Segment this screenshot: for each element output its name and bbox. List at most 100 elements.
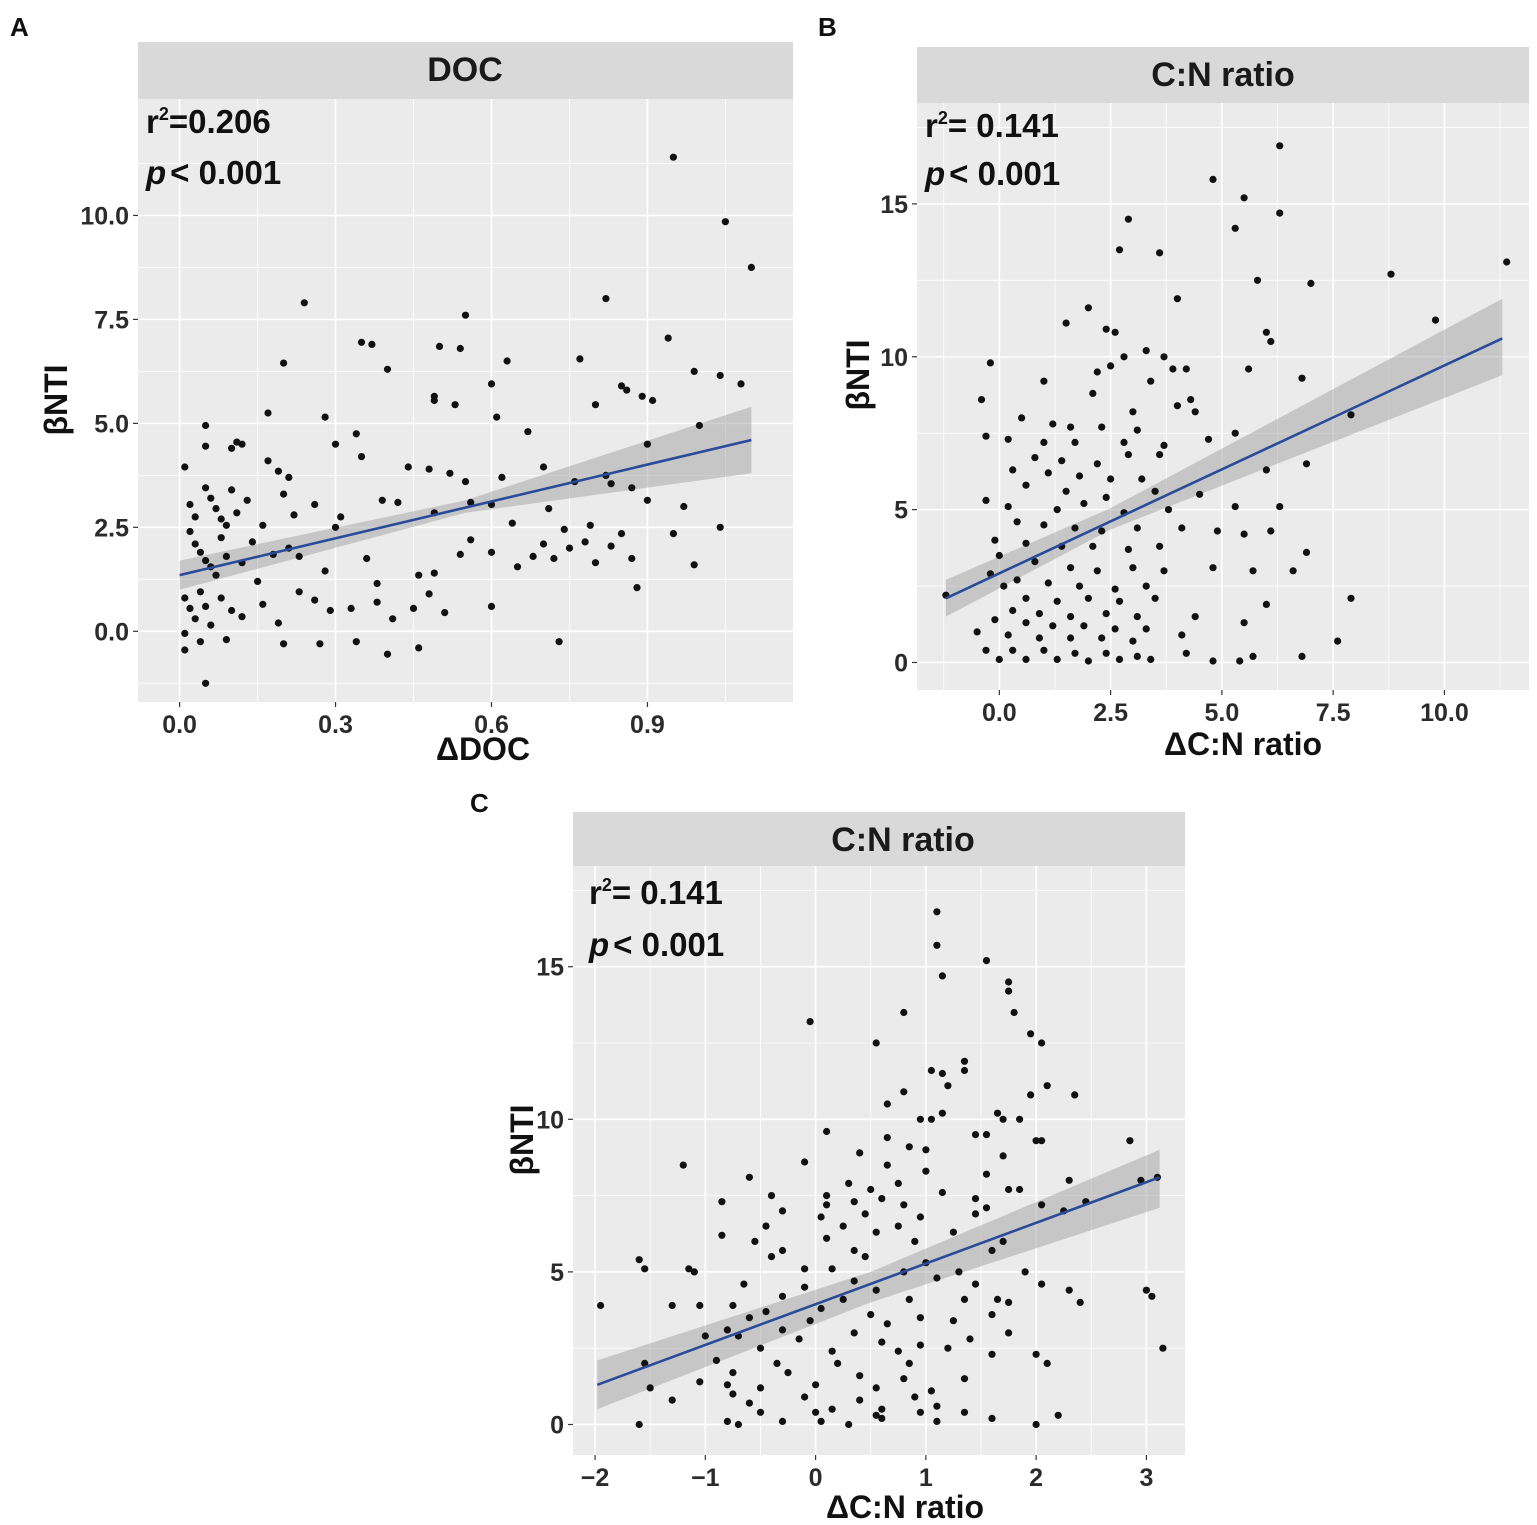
data-point-c: [999, 1115, 1007, 1123]
x-tick-label-b: 2.5: [1093, 699, 1128, 727]
data-point-a: [435, 342, 444, 350]
data-point-c: [872, 1228, 880, 1236]
y-axis-title-c: βNTI: [504, 1104, 540, 1175]
r2-stat-b: r2= 0.141: [925, 107, 1059, 144]
data-point-c: [778, 1207, 787, 1215]
data-point-c: [756, 1384, 765, 1392]
data-point-a: [217, 534, 225, 542]
data-point-c: [801, 1158, 809, 1166]
panel-label-b: B: [818, 12, 837, 42]
data-point-b: [1133, 613, 1141, 621]
data-point-b: [1062, 487, 1070, 495]
data-point-c: [949, 1228, 958, 1236]
data-point-a: [222, 552, 230, 561]
data-point-c: [1027, 1091, 1035, 1099]
data-point-a: [545, 505, 553, 513]
data-point-a: [316, 640, 324, 648]
data-point-a: [347, 604, 355, 613]
data-point-a: [186, 604, 194, 613]
data-point-a: [233, 438, 241, 446]
data-point-a: [191, 513, 199, 521]
data-point-c: [949, 1317, 958, 1325]
data-point-a: [737, 380, 745, 388]
data-point-c: [916, 1314, 925, 1322]
data-point-a: [337, 513, 345, 521]
data-point-c: [685, 1265, 693, 1273]
y-ticks-c: 0 5 10 15: [536, 954, 573, 1439]
data-point-b: [1080, 499, 1088, 508]
data-point-a: [446, 469, 454, 477]
data-point-c: [1065, 1176, 1073, 1184]
data-point-c: [933, 1274, 941, 1282]
data-point-b: [1133, 426, 1141, 434]
points-c: [597, 908, 1167, 1429]
data-point-c: [817, 1213, 825, 1221]
data-point-b: [1031, 454, 1039, 462]
data-point-c: [938, 972, 947, 980]
data-point-c: [1021, 1268, 1029, 1276]
data-point-a: [352, 430, 360, 438]
panel-label-c: C: [470, 788, 489, 818]
data-point-a: [404, 463, 412, 471]
data-point-b: [1067, 564, 1075, 572]
data-point-c: [1016, 1115, 1024, 1123]
data-point-c: [916, 1408, 925, 1416]
data-point-a: [207, 494, 215, 502]
data-point-b: [1098, 527, 1106, 535]
data-point-b: [1067, 634, 1075, 642]
x-ticks-c: −2 −1 0 1 2 3: [581, 1455, 1153, 1492]
data-point-a: [373, 579, 381, 588]
data-point-b: [1173, 402, 1181, 410]
data-point-a: [389, 615, 397, 623]
data-point-b: [1156, 542, 1164, 550]
data-point-b: [1022, 539, 1030, 547]
data-point-b: [1022, 655, 1030, 664]
x-tick-label-a: 0.3: [318, 711, 353, 739]
data-point-a: [326, 606, 334, 615]
data-point-c: [872, 1384, 880, 1392]
strip-b: [917, 47, 1529, 103]
data-point-c: [801, 1265, 809, 1273]
grid-b: [917, 103, 1529, 690]
data-point-c: [641, 1265, 649, 1273]
r2-stat-c: r2= 0.141: [589, 874, 723, 911]
data-point-b: [1187, 396, 1195, 404]
data-point-b: [1053, 506, 1061, 514]
data-point-b: [1164, 506, 1173, 514]
data-point-c: [905, 1359, 913, 1367]
data-point-b: [1075, 582, 1084, 590]
data-point-b: [1204, 435, 1213, 443]
data-point-a: [280, 490, 288, 498]
data-point-b: [1253, 276, 1262, 284]
data-point-c: [938, 1109, 947, 1117]
data-point-a: [357, 338, 366, 346]
data-point-c: [883, 1320, 891, 1328]
y-tick-label-b: 5: [894, 497, 908, 525]
strip-c: [573, 812, 1185, 866]
points-b: [942, 142, 1511, 665]
data-point-a: [228, 606, 236, 615]
data-point-b: [1249, 652, 1257, 661]
data-point-b: [1169, 365, 1177, 373]
data-point-a: [181, 594, 189, 602]
data-point-c: [762, 1222, 770, 1230]
data-point-b: [1000, 582, 1008, 590]
data-point-a: [228, 486, 236, 494]
data-point-c: [922, 1167, 930, 1175]
data-point-b: [1298, 374, 1306, 382]
data-point-b: [995, 655, 1003, 664]
data-point-c: [872, 1411, 880, 1419]
data-point-c: [993, 1109, 1002, 1117]
y-ticks-a: 0.0 2.5 5.0 7.5 10.0: [80, 202, 138, 646]
p-stat-b: p < 0.001: [924, 155, 1060, 192]
data-point-b: [1022, 481, 1030, 489]
data-point-c: [823, 1192, 831, 1200]
data-point-c: [817, 1417, 825, 1425]
data-point-c: [1010, 1008, 1018, 1017]
data-point-a: [643, 496, 652, 504]
data-point-b: [1111, 328, 1119, 336]
data-point-a: [222, 521, 230, 529]
data-point-b: [1089, 389, 1097, 397]
data-point-c: [988, 1246, 996, 1255]
data-point-a: [649, 396, 657, 405]
